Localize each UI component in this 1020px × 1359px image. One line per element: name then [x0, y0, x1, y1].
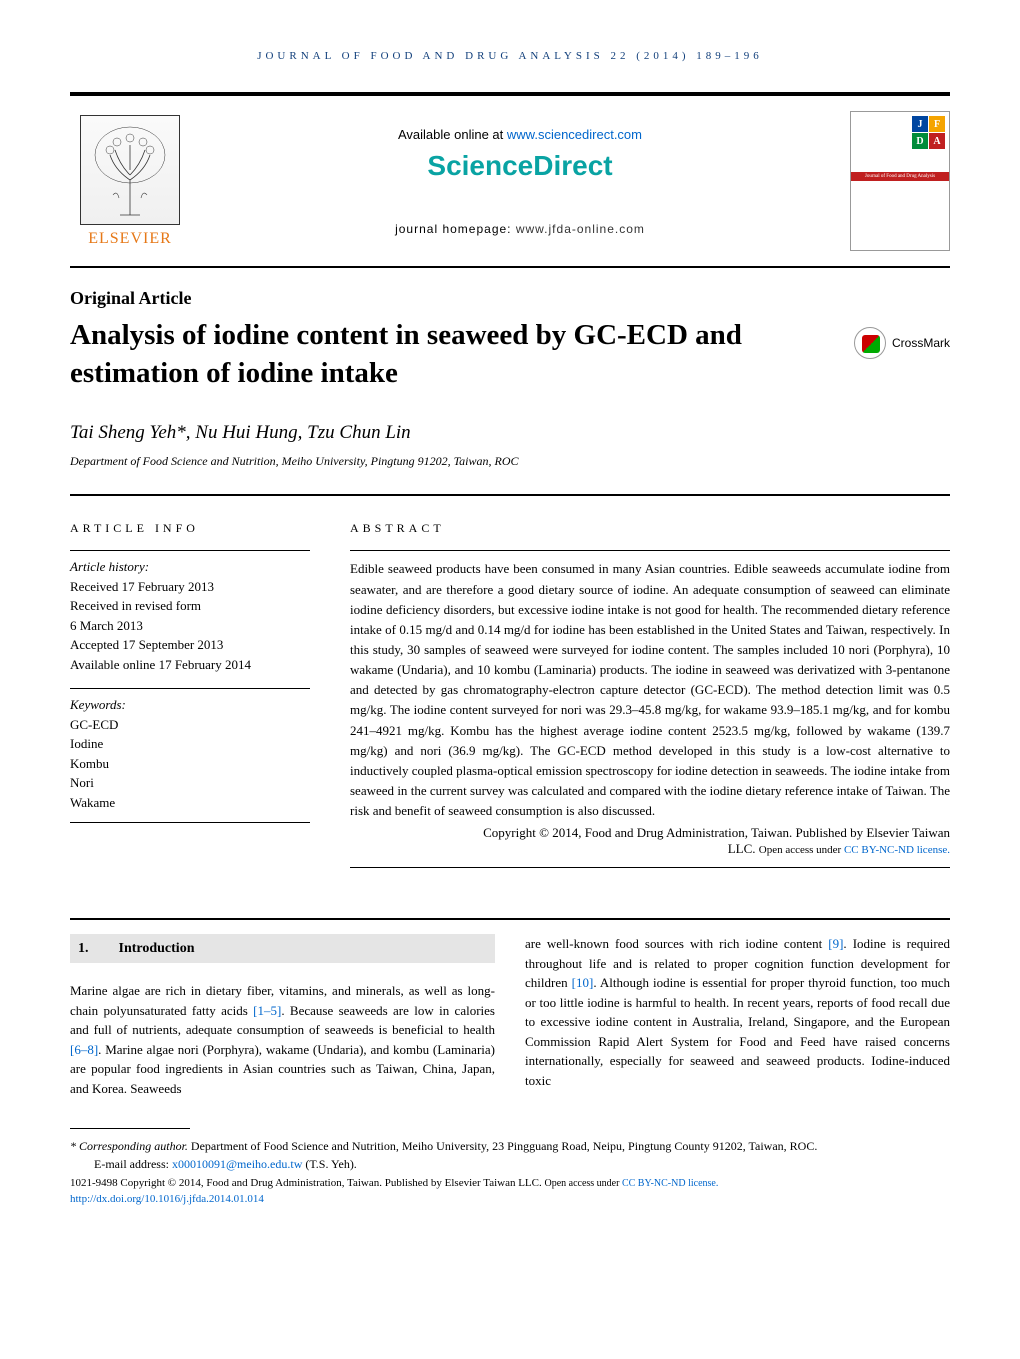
footnote-rule: [70, 1128, 190, 1129]
issn-text: 1021-9498 Copyright © 2014, Food and Dru…: [70, 1177, 544, 1189]
ref-link[interactable]: [6–8]: [70, 1042, 98, 1057]
history-line: Available online 17 February 2014: [70, 657, 251, 672]
cover-top: J F D A: [851, 112, 949, 172]
copyright-llc: LLC.: [728, 841, 759, 856]
article-type: Original Article: [70, 288, 950, 309]
elsevier-tree-icon: [80, 115, 180, 225]
sciencedirect-logo[interactable]: ScienceDirect: [210, 150, 830, 182]
keyword: GC-ECD: [70, 717, 118, 732]
keyword: Kombu: [70, 756, 109, 771]
email-label: E-mail address:: [94, 1157, 172, 1171]
keyword: Nori: [70, 775, 94, 790]
body-columns: 1. Introduction Marine algae are rich in…: [70, 918, 950, 1098]
section-title: Introduction: [119, 938, 195, 959]
article-history: Article history: Received 17 February 20…: [70, 550, 310, 674]
corresponding-author-footnote: * Corresponding author. Department of Fo…: [70, 1137, 950, 1155]
keyword: Iodine: [70, 736, 103, 751]
body-paragraph: Marine algae are rich in dietary fiber, …: [70, 981, 495, 1098]
ref-link[interactable]: [1–5]: [253, 1003, 281, 1018]
available-online: Available online at www.sciencedirect.co…: [210, 127, 830, 142]
ref-link[interactable]: [9]: [828, 936, 843, 951]
body-column-left: 1. Introduction Marine algae are rich in…: [70, 934, 495, 1098]
journal-homepage: journal homepage: www.jfda-online.com: [210, 222, 830, 236]
abstract-column: ABSTRACT Edible seaweed products have be…: [350, 521, 950, 868]
cover-letter: J: [912, 116, 928, 132]
cover-letter: D: [912, 133, 928, 149]
history-line: Received 17 February 2013: [70, 579, 214, 594]
info-abstract-section: ARTICLE INFO Article history: Received 1…: [70, 494, 950, 868]
body-text: . Marine algae nori (Porphyra), wakame (…: [70, 1042, 495, 1096]
email-link[interactable]: x00010091@meiho.edu.tw: [172, 1157, 302, 1171]
corresp-text: Department of Food Science and Nutrition…: [188, 1139, 817, 1153]
article-info-column: ARTICLE INFO Article history: Received 1…: [70, 521, 310, 868]
cc-prefix: Open access under: [759, 844, 844, 856]
email-footnote: E-mail address: x00010091@meiho.edu.tw (…: [70, 1155, 950, 1173]
keyword: Wakame: [70, 795, 115, 810]
copyright-text: Copyright © 2014, Food and Drug Administ…: [483, 825, 950, 840]
email-suffix: (T.S. Yeh).: [302, 1157, 356, 1171]
keywords-heading: Keywords:: [70, 697, 126, 712]
cover-banner: Journal of Food and Drug Analysis: [851, 172, 949, 181]
article-info-label: ARTICLE INFO: [70, 521, 310, 536]
affiliation: Department of Food Science and Nutrition…: [70, 454, 950, 469]
cc-license-link[interactable]: CC BY-NC-ND license.: [622, 1178, 718, 1189]
abstract-body: Edible seaweed products have been consum…: [350, 550, 950, 857]
doi-link[interactable]: http://dx.doi.org/10.1016/j.jfda.2014.01…: [70, 1193, 264, 1205]
homepage-prefix: journal homepage:: [395, 222, 516, 236]
body-text: . Although iodine is essential for prope…: [525, 975, 950, 1088]
cc-license-link[interactable]: CC BY-NC-ND license.: [844, 844, 950, 856]
authors: Tai Sheng Yeh*, Nu Hui Hung, Tzu Chun Li…: [70, 422, 950, 444]
abstract-end-rule: [350, 867, 950, 868]
cc-prefix: Open access under: [544, 1178, 621, 1189]
body-paragraph: are well-known food sources with rich io…: [525, 934, 950, 1090]
homepage-link[interactable]: www.jfda-online.com: [516, 222, 645, 236]
available-prefix: Available online at: [398, 127, 507, 142]
keywords-block: Keywords: GC-ECD Iodine Kombu Nori Wakam…: [70, 688, 310, 823]
history-heading: Article history:: [70, 559, 149, 574]
abstract-text: Edible seaweed products have been consum…: [350, 559, 950, 821]
elsevier-name: ELSEVIER: [70, 230, 190, 248]
title-row: Analysis of iodine content in seaweed by…: [70, 317, 950, 392]
abstract-label: ABSTRACT: [350, 521, 950, 536]
masthead: ELSEVIER Available online at www.science…: [70, 92, 950, 251]
ref-link[interactable]: [10]: [572, 975, 594, 990]
body-text: are well-known food sources with rich io…: [525, 936, 828, 951]
section-heading: 1. Introduction: [70, 934, 495, 963]
history-line: 6 March 2013: [70, 618, 143, 633]
section-number: 1.: [78, 938, 89, 959]
copyright-line: Copyright © 2014, Food and Drug Administ…: [350, 825, 950, 857]
crossmark-icon: [854, 327, 886, 359]
crossmark-badge[interactable]: CrossMark: [854, 327, 950, 359]
journal-cover-thumbnail[interactable]: J F D A Journal of Food and Drug Analysi…: [850, 111, 950, 251]
history-line: Received in revised form: [70, 598, 201, 613]
cover-letter: F: [929, 116, 945, 132]
cover-letter: A: [929, 133, 945, 149]
corresp-label: * Corresponding author.: [70, 1139, 188, 1153]
running-head: JOURNAL OF FOOD AND DRUG ANALYSIS 22 (20…: [70, 50, 950, 62]
body-column-right: are well-known food sources with rich io…: [525, 934, 950, 1098]
crossmark-label: CrossMark: [892, 336, 950, 350]
masthead-center: Available online at www.sciencedirect.co…: [210, 127, 830, 236]
sciencedirect-link[interactable]: www.sciencedirect.com: [507, 127, 642, 142]
history-line: Accepted 17 September 2013: [70, 637, 223, 652]
doi-line: http://dx.doi.org/10.1016/j.jfda.2014.01…: [70, 1193, 950, 1205]
issn-copyright-line: 1021-9498 Copyright © 2014, Food and Dru…: [70, 1177, 950, 1189]
cover-letters: J F D A: [912, 116, 945, 149]
divider: [70, 266, 950, 268]
elsevier-logo[interactable]: ELSEVIER: [70, 115, 190, 248]
article-title: Analysis of iodine content in seaweed by…: [70, 317, 834, 392]
